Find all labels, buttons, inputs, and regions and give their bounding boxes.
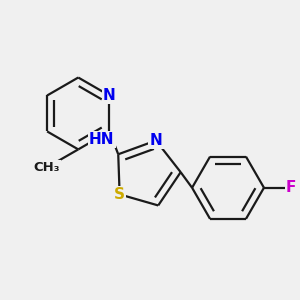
Text: N: N <box>103 88 116 103</box>
Text: F: F <box>286 180 296 195</box>
Text: N: N <box>150 133 162 148</box>
Text: S: S <box>114 187 125 202</box>
Text: CH₃: CH₃ <box>34 161 60 174</box>
Text: HN: HN <box>89 132 115 147</box>
